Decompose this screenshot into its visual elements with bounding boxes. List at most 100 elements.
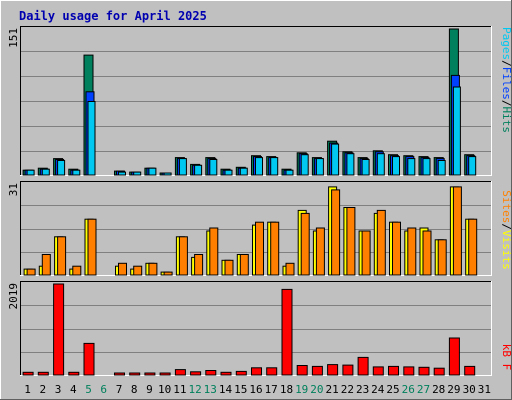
bar-sites-sites-day-1: [26, 268, 36, 276]
bar-kbytes-kb-f-day-20: [311, 365, 323, 376]
bar-sites-sites-day-14: [224, 259, 234, 276]
x-tick-label-day-4: 4: [70, 383, 77, 396]
x-tick-label-day-3: 3: [55, 383, 62, 396]
x-tick-label-day-23: 23: [356, 383, 369, 396]
bar-kbytes-kb-f-day-15: [235, 370, 247, 376]
bar-kbytes-kb-f-day-3: [53, 283, 65, 376]
panel-requests-ymax-label: 151: [7, 28, 20, 48]
bar-requests-pages-day-28: [437, 160, 446, 176]
bar-kbytes-kb-f-day-29: [448, 337, 460, 376]
bar-kbytes-kb-f-day-10: [159, 372, 171, 376]
x-tick-label-day-7: 7: [116, 383, 123, 396]
x-tick-label-day-15: 15: [234, 383, 247, 396]
bar-requests-pages-day-5: [87, 101, 96, 176]
bar-sites-sites-day-25: [392, 221, 401, 276]
legend-visits: Visits: [500, 230, 512, 270]
bar-sites-sites-day-11: [178, 236, 188, 276]
bar-requests-pages-day-14: [224, 169, 233, 176]
bar-requests-pages-day-18: [285, 169, 294, 176]
bar-kbytes-kb-f-day-26: [403, 366, 415, 376]
panel-kbytes-legend: kB F: [500, 344, 512, 371]
bar-kbytes-kb-f-day-2: [37, 371, 49, 376]
bar-kbytes-kb-f-day-23: [357, 356, 369, 376]
x-tick-label-day-22: 22: [341, 383, 354, 396]
bar-requests-pages-day-20: [315, 158, 324, 176]
bar-requests-pages-day-19: [300, 154, 309, 176]
legend-separator: /: [500, 223, 512, 230]
bar-requests-pages-day-30: [468, 156, 477, 176]
x-tick-label-day-16: 16: [249, 383, 262, 396]
bar-requests-pages-day-8: [133, 171, 142, 176]
panel-sites-legend: Sites/Visits: [500, 190, 512, 270]
bar-requests-pages-day-21: [331, 143, 340, 176]
x-tick-label-day-12: 12: [188, 383, 201, 396]
x-tick-label-day-28: 28: [432, 383, 445, 396]
legend-sites: Sites: [500, 190, 512, 223]
bar-sites-sites-day-13: [209, 227, 219, 276]
bar-sites-sites-day-18: [285, 262, 295, 276]
bar-requests-pages-day-3: [57, 160, 66, 176]
bar-kbytes-kb-f-day-8: [129, 372, 141, 376]
x-tick-label-day-17: 17: [265, 383, 278, 396]
legend-pages: Pages: [500, 27, 512, 60]
bar-requests-pages-day-12: [194, 164, 203, 176]
bar-sites-sites-day-10: [163, 271, 173, 276]
bar-kbytes-kb-f-day-12: [190, 371, 202, 376]
panel-sites: 31 Sites/Visits: [7, 181, 512, 276]
bar-requests-pages-day-22: [346, 153, 355, 176]
legend-f: F: [500, 357, 512, 370]
panel-kbytes-ymax-label: 2019: [7, 283, 20, 310]
bar-sites-sites-day-16: [255, 221, 264, 276]
panel-requests-legend: Pages/Files/Hits: [500, 27, 512, 133]
x-tick-label-day-8: 8: [131, 383, 138, 396]
x-tick-label-day-2: 2: [39, 383, 46, 396]
bar-requests-pages-day-1: [26, 169, 35, 176]
bar-sites-sites-day-9: [148, 262, 158, 276]
bar-kbytes-kb-f-day-9: [144, 372, 156, 376]
x-tick-label-day-30: 30: [463, 383, 476, 396]
bar-kbytes-kb-f-day-4: [68, 371, 80, 376]
bar-sites-sites-day-17: [270, 221, 280, 276]
panel-kbytes-plot-area: [20, 281, 492, 376]
x-tick-label-day-5: 5: [85, 383, 92, 396]
bar-sites-sites-day-5: [87, 218, 97, 276]
bar-requests-pages-day-13: [209, 159, 218, 176]
bar-kbytes-kb-f-day-13: [205, 370, 217, 376]
x-tick-label-day-26: 26: [402, 383, 415, 396]
bar-sites-sites-day-20: [315, 227, 325, 276]
bar-kbytes-kb-f-day-28: [433, 367, 445, 376]
x-tick-label-day-13: 13: [204, 383, 217, 396]
x-tick-label-day-20: 20: [310, 383, 323, 396]
bar-sites-sites-day-30: [468, 218, 478, 276]
bar-requests-pages-day-23: [361, 159, 370, 176]
bar-sites-sites-day-3: [57, 236, 67, 276]
bar-requests-pages-day-24: [376, 153, 385, 176]
legend-kb: kB: [500, 344, 512, 358]
bar-kbytes-kb-f-day-17: [266, 367, 278, 376]
bar-requests-pages-day-16: [255, 157, 263, 176]
bar-sites-sites-day-8: [133, 265, 143, 276]
bar-requests-pages-day-7: [118, 171, 126, 176]
panel-sites-ymax-label: 31: [7, 183, 20, 196]
bar-sites-sites-day-15: [239, 254, 249, 276]
bar-sites-sites-day-24: [376, 209, 386, 276]
bar-kbytes-kb-f-day-24: [372, 366, 384, 376]
bar-sites-sites-day-26: [407, 227, 417, 276]
bar-sites-sites-day-21: [331, 189, 341, 276]
legend-files: Files: [500, 67, 512, 100]
bar-kbytes-kb-f-day-25: [388, 365, 399, 376]
bar-kbytes-kb-f-day-7: [114, 372, 125, 376]
bar-kbytes-kb-f-day-1: [22, 371, 34, 376]
x-tick-label-day-18: 18: [280, 383, 293, 396]
x-tick-label-day-21: 21: [325, 383, 338, 396]
bar-sites-sites-day-4: [72, 265, 82, 276]
bar-sites-sites-day-12: [194, 254, 204, 276]
bar-sites-sites-day-28: [437, 239, 447, 276]
x-tick-label-day-29: 29: [447, 383, 460, 396]
bar-requests-pages-day-29: [452, 86, 461, 176]
bar-kbytes-kb-f-day-5: [83, 342, 95, 376]
bar-kbytes-kb-f-day-21: [327, 364, 339, 376]
bar-kbytes-kb-f-day-14: [220, 371, 232, 376]
bar-sites-sites-day-19: [300, 212, 310, 276]
